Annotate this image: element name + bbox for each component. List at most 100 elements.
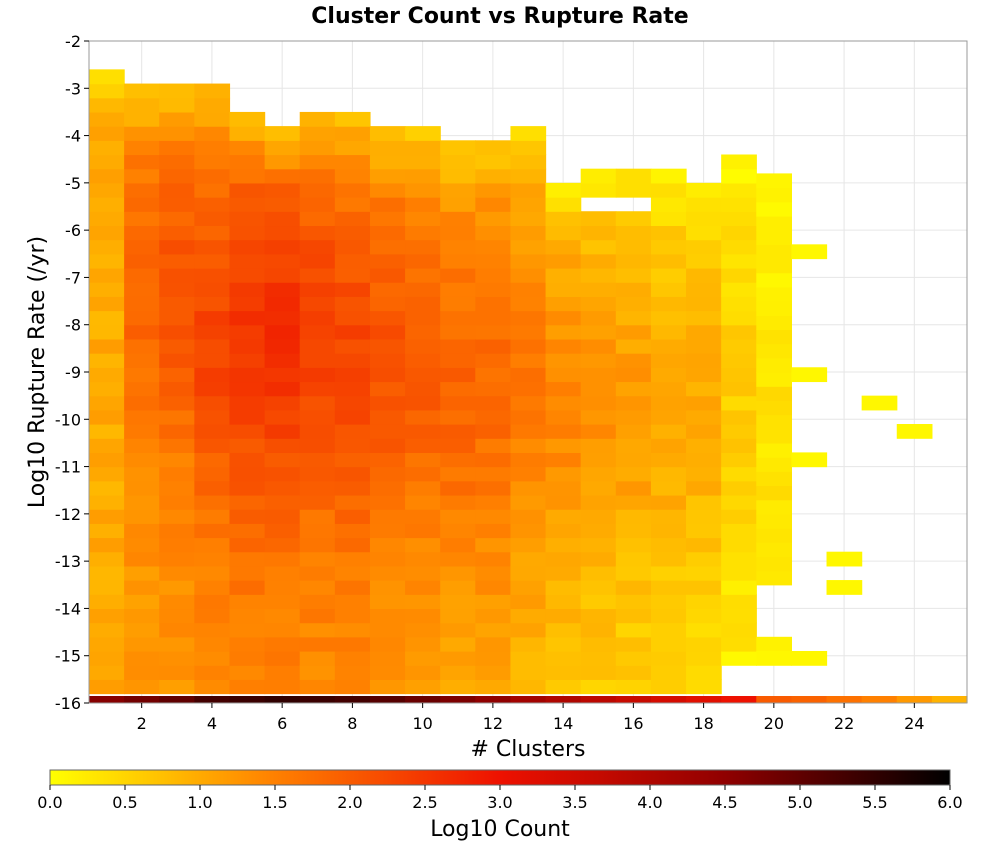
heatmap-cell: [686, 310, 722, 326]
heatmap-cell: [615, 551, 652, 567]
heatmap-cell: [194, 523, 231, 539]
heatmap-cell: [229, 225, 266, 241]
colorbar-ticks: 0.0 0.5 1.0 1.5 2.0 2.5 3.0 3.5 4.0 4.5 5.0 5.5 6.0: [37, 785, 963, 812]
heatmap-cell: [334, 466, 371, 482]
heatmap-cell: [475, 494, 512, 510]
heatmap-cell: [159, 480, 195, 496]
heatmap-cell: [299, 211, 336, 227]
heatmap-cell: [615, 239, 652, 255]
heatmap-cell: [615, 452, 652, 468]
heatmap-cell: [124, 395, 160, 411]
heatmap-cell: [159, 509, 195, 524]
heatmap-cell: [650, 282, 687, 297]
heatmap-cell: [650, 367, 687, 383]
heatmap-cell: [580, 565, 617, 581]
heatmap-cell: [159, 494, 195, 510]
heatmap-cell: [545, 466, 582, 482]
y-tick-label: -12: [55, 505, 81, 524]
heatmap-cell: [650, 409, 687, 425]
heatmap-cell: [756, 244, 792, 260]
heatmap-cell: [686, 395, 722, 411]
heatmap-cell: [440, 636, 476, 652]
heatmap-cell: [124, 338, 160, 354]
heatmap-cell: [194, 509, 231, 524]
colorbar-tick-label: 5.0: [787, 793, 812, 812]
colorbar-tick-label: 3.5: [562, 793, 587, 812]
heatmap-cell: [159, 665, 195, 680]
heatmap-cell: [369, 608, 406, 624]
heatmap-cell: [475, 140, 512, 156]
heatmap-cell: [686, 622, 722, 638]
heatmap-cell: [229, 551, 266, 567]
heatmap-cell: [124, 154, 160, 170]
heatmap-cell: [580, 424, 617, 439]
heatmap-cell: [686, 381, 722, 397]
heatmap-cell: [159, 83, 195, 99]
heatmap-cell: [194, 324, 231, 340]
heatmap-cell: [334, 580, 371, 595]
heatmap-cell: [334, 636, 371, 652]
heatmap-cell: [159, 580, 195, 595]
heatmap-cell: [686, 636, 722, 652]
heatmap-cell: [475, 696, 512, 703]
heatmap-cell: [264, 225, 301, 241]
colorbar-tick-label: 6.0: [937, 793, 962, 812]
heatmap-cell: [545, 608, 582, 624]
heatmap-cell: [405, 480, 441, 496]
heatmap-cell: [721, 282, 757, 297]
heatmap-cell: [229, 168, 266, 184]
heatmap-cell: [299, 594, 336, 610]
heatmap-cell: [861, 696, 898, 703]
heatmap-cell: [334, 679, 371, 695]
heatmap-cell: [124, 211, 160, 227]
heatmap-cell: [229, 409, 266, 425]
heatmap-cell: [686, 480, 722, 496]
x-tick-label: 8: [347, 714, 357, 733]
heatmap-cell: [89, 622, 125, 638]
heatmap-cell: [475, 409, 512, 425]
heatmap-cells: [89, 69, 968, 703]
heatmap-cell: [756, 230, 792, 245]
heatmap-cell: [545, 395, 582, 411]
heatmap-cell: [510, 182, 547, 198]
heatmap-cell: [89, 395, 125, 411]
heatmap-cell: [299, 126, 336, 141]
heatmap-cell: [475, 253, 512, 269]
heatmap-cell: [194, 168, 231, 184]
heatmap-cell: [229, 140, 266, 156]
heatmap-cell: [686, 580, 722, 595]
heatmap-cell: [686, 551, 722, 567]
heatmap-cell: [264, 580, 301, 595]
heatmap-cell: [264, 338, 301, 354]
heatmap-cell: [580, 353, 617, 368]
heatmap-cell: [229, 494, 266, 510]
heatmap-cell: [440, 338, 476, 354]
heatmap-cell: [405, 636, 441, 652]
x-tick-label: 6: [277, 714, 287, 733]
heatmap-cell: [159, 154, 195, 170]
heatmap-cell: [756, 187, 792, 203]
heatmap-cell: [650, 353, 687, 368]
heatmap-cell: [510, 267, 547, 283]
heatmap-cell: [369, 650, 406, 666]
heatmap-cell: [721, 409, 757, 425]
heatmap-cell: [545, 696, 582, 703]
heatmap-cell: [721, 480, 757, 496]
heatmap-cell: [264, 182, 301, 198]
heatmap-cell: [721, 353, 757, 368]
heatmap-cell: [826, 580, 863, 595]
heatmap-cell: [334, 650, 371, 666]
heatmap-cell: [475, 537, 512, 553]
heatmap-cell: [510, 650, 547, 666]
heatmap-cell: [334, 253, 371, 269]
heatmap-cell: [721, 509, 757, 524]
x-tick-label: 18: [693, 714, 713, 733]
heatmap-cell: [334, 296, 371, 312]
heatmap-cell: [124, 140, 160, 156]
heatmap-cell: [194, 381, 231, 397]
colorbar: [49, 769, 951, 786]
heatmap-cell: [580, 310, 617, 326]
heatmap-cell: [615, 650, 652, 666]
heatmap-cell: [756, 215, 792, 231]
heatmap-cell: [405, 126, 441, 141]
